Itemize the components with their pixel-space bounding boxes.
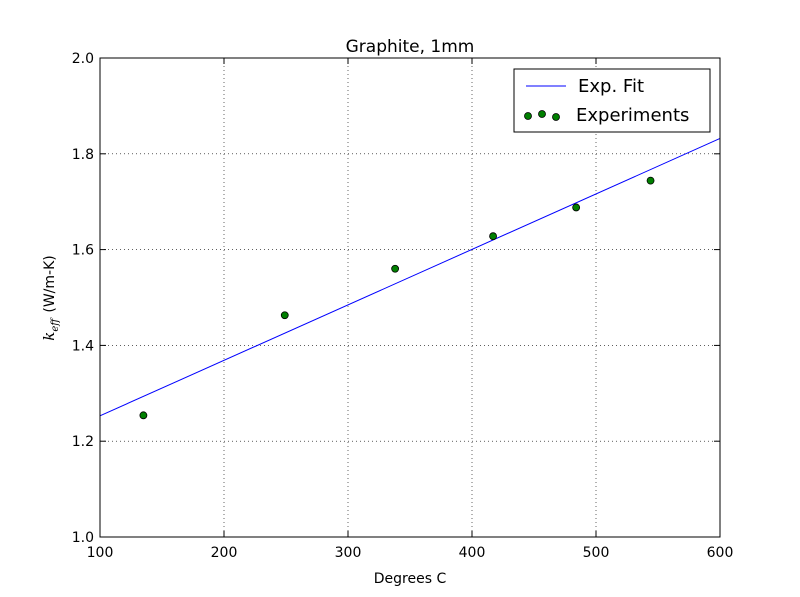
y-tick-label: 1.8 xyxy=(72,147,94,163)
x-tick-label: 300 xyxy=(335,545,362,561)
x-axis-title: Degrees C xyxy=(374,571,447,587)
x-tick-label: 500 xyxy=(583,545,610,561)
data-point xyxy=(646,176,655,185)
x-tick-label: 400 xyxy=(459,545,486,561)
y-tick-label: 1.4 xyxy=(72,338,94,354)
data-point xyxy=(489,232,497,241)
legend-box xyxy=(513,68,711,133)
y-tick-label: 2.0 xyxy=(72,51,94,67)
plot-background xyxy=(100,58,720,537)
ticks: 100 200 300 400 500 600 1.0 1.2 1.4 1.6 1.8 2.0 xyxy=(72,51,734,561)
data-point xyxy=(139,411,148,420)
grid xyxy=(100,58,720,537)
data-point xyxy=(572,203,581,212)
legend-label-experiments: Experiments xyxy=(576,105,689,126)
legend-label-fit: Exp. Fit xyxy=(578,76,644,97)
plot-frame xyxy=(99,57,721,538)
y-axis-title: keff (W/m-K) xyxy=(40,255,61,340)
legend-marker-3 xyxy=(552,113,560,121)
y-tick-label: 1.2 xyxy=(72,434,94,450)
y-axis-unit: (W/m-K) xyxy=(42,255,58,312)
x-tick-label: 100 xyxy=(87,545,114,561)
x-tick-label: 200 xyxy=(211,545,238,561)
data-point xyxy=(391,264,400,273)
x-tick-label: 600 xyxy=(707,545,734,561)
legend: Exp. Fit Experiments xyxy=(513,68,711,133)
y-tick-label: 1.6 xyxy=(72,243,94,259)
y-axis-subscript: eff xyxy=(50,317,61,332)
y-tick-label: 1.0 xyxy=(72,530,94,546)
chart-title: Graphite, 1mm xyxy=(346,37,475,57)
legend-marker-2 xyxy=(538,110,546,118)
y-axis-symbol: k xyxy=(40,332,58,341)
data-point xyxy=(280,311,289,320)
fit-line xyxy=(99,138,721,417)
legend-marker-1 xyxy=(524,112,532,120)
plot-content xyxy=(99,138,721,420)
